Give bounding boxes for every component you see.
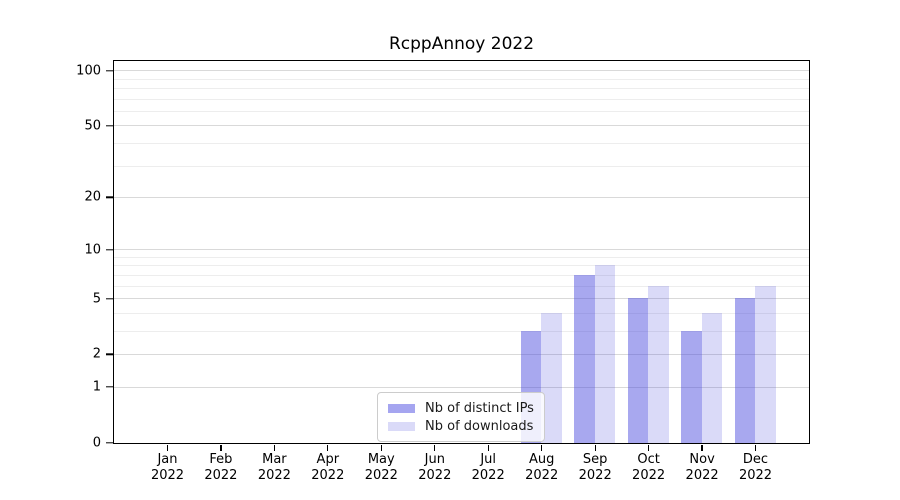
x-tick-mark xyxy=(380,444,382,451)
x-tick-mark xyxy=(701,444,703,451)
major-gridline xyxy=(113,249,809,251)
y-tick-label: 20 xyxy=(84,189,101,205)
y-tick-label: 1 xyxy=(92,379,101,395)
minor-gridline xyxy=(113,88,809,90)
legend-label-distinct-ips: Nb of distinct IPs xyxy=(425,400,534,416)
y-tick-mark xyxy=(105,297,113,300)
x-tick-label-feb: Feb 2022 xyxy=(204,452,238,483)
major-gridline xyxy=(113,298,809,299)
y-tick-label: 5 xyxy=(92,291,101,306)
y-tick-mark xyxy=(105,442,113,444)
x-tick-mark xyxy=(594,444,596,451)
x-tick-label-aug: Aug 2022 xyxy=(525,452,559,483)
bar-nov-nb-of-downloads xyxy=(701,312,723,443)
major-gridline xyxy=(113,386,809,388)
y-tick-label: 100 xyxy=(76,63,101,79)
y-tick-mark xyxy=(105,353,113,356)
x-tick-label-sep: Sep 2022 xyxy=(578,452,612,483)
y-tick-label: 50 xyxy=(84,118,101,134)
y-tick-mark xyxy=(105,196,113,199)
legend-label-downloads: Nb of downloads xyxy=(425,418,534,434)
legend-swatch-distinct-ips-icon xyxy=(388,403,415,413)
x-tick-label-may: May 2022 xyxy=(364,452,398,483)
x-tick-mark xyxy=(647,444,650,451)
x-tick-mark xyxy=(166,444,169,451)
bar-dec-nb-of-downloads xyxy=(755,285,776,443)
x-tick-label-nov: Nov 2022 xyxy=(685,452,719,483)
x-tick-mark xyxy=(541,444,543,451)
x-tick-label-oct: Oct 2022 xyxy=(632,452,666,483)
bar-dec-nb-of-distinct-ips xyxy=(734,298,755,443)
y-tick-mark xyxy=(105,125,113,127)
legend-swatch-downloads-icon xyxy=(388,421,415,431)
major-gridline xyxy=(113,353,809,355)
minor-gridline xyxy=(113,98,809,100)
bar-oct-nb-of-distinct-ips xyxy=(627,298,649,443)
x-tick-label-jul: Jul 2022 xyxy=(471,452,505,483)
plot-area xyxy=(112,59,810,444)
x-tick-mark xyxy=(434,444,436,451)
y-tick-label: 2 xyxy=(92,346,101,362)
bar-oct-nb-of-downloads xyxy=(648,285,669,443)
x-tick-mark xyxy=(273,444,276,451)
x-tick-mark xyxy=(220,444,222,451)
minor-gridline xyxy=(113,265,809,267)
minor-gridline xyxy=(113,110,809,112)
x-tick-label-jun: Jun 2022 xyxy=(418,452,452,483)
major-gridline xyxy=(113,125,809,127)
minor-gridline xyxy=(113,312,809,314)
bar-aug-nb-of-downloads xyxy=(541,312,562,443)
x-tick-label-apr: Apr 2022 xyxy=(311,452,345,483)
legend-entry-distinct-ips: Nb of distinct IPs xyxy=(388,400,534,416)
x-tick-mark xyxy=(487,444,489,451)
minor-gridline xyxy=(113,78,809,80)
major-gridline xyxy=(113,70,809,72)
x-tick-mark xyxy=(754,444,757,451)
legend: Nb of distinct IPs Nb of downloads xyxy=(377,392,545,442)
y-tick-label: 10 xyxy=(84,242,101,258)
chart-title: RcppAnnoy 2022 xyxy=(388,34,535,54)
y-tick-mark xyxy=(105,248,113,251)
minor-gridline xyxy=(113,274,809,276)
x-tick-label-mar: Mar 2022 xyxy=(257,452,291,483)
y-tick-mark xyxy=(105,70,113,72)
x-tick-label-jan: Jan 2022 xyxy=(150,452,185,483)
major-gridline xyxy=(113,196,809,198)
minor-gridline xyxy=(113,143,809,144)
minor-gridline xyxy=(113,256,809,258)
legend-entry-downloads: Nb of downloads xyxy=(388,418,534,434)
y-tick-label: 0 xyxy=(92,435,101,451)
minor-gridline xyxy=(113,165,809,167)
bar-nov-nb-of-distinct-ips xyxy=(681,330,702,443)
bar-sep-nb-of-downloads xyxy=(594,265,616,443)
bar-sep-nb-of-distinct-ips xyxy=(574,274,595,443)
x-tick-mark xyxy=(327,444,329,451)
y-tick-mark xyxy=(105,386,113,388)
minor-gridline xyxy=(113,330,809,332)
minor-gridline xyxy=(113,285,809,287)
x-tick-label-dec: Dec 2022 xyxy=(738,452,773,483)
